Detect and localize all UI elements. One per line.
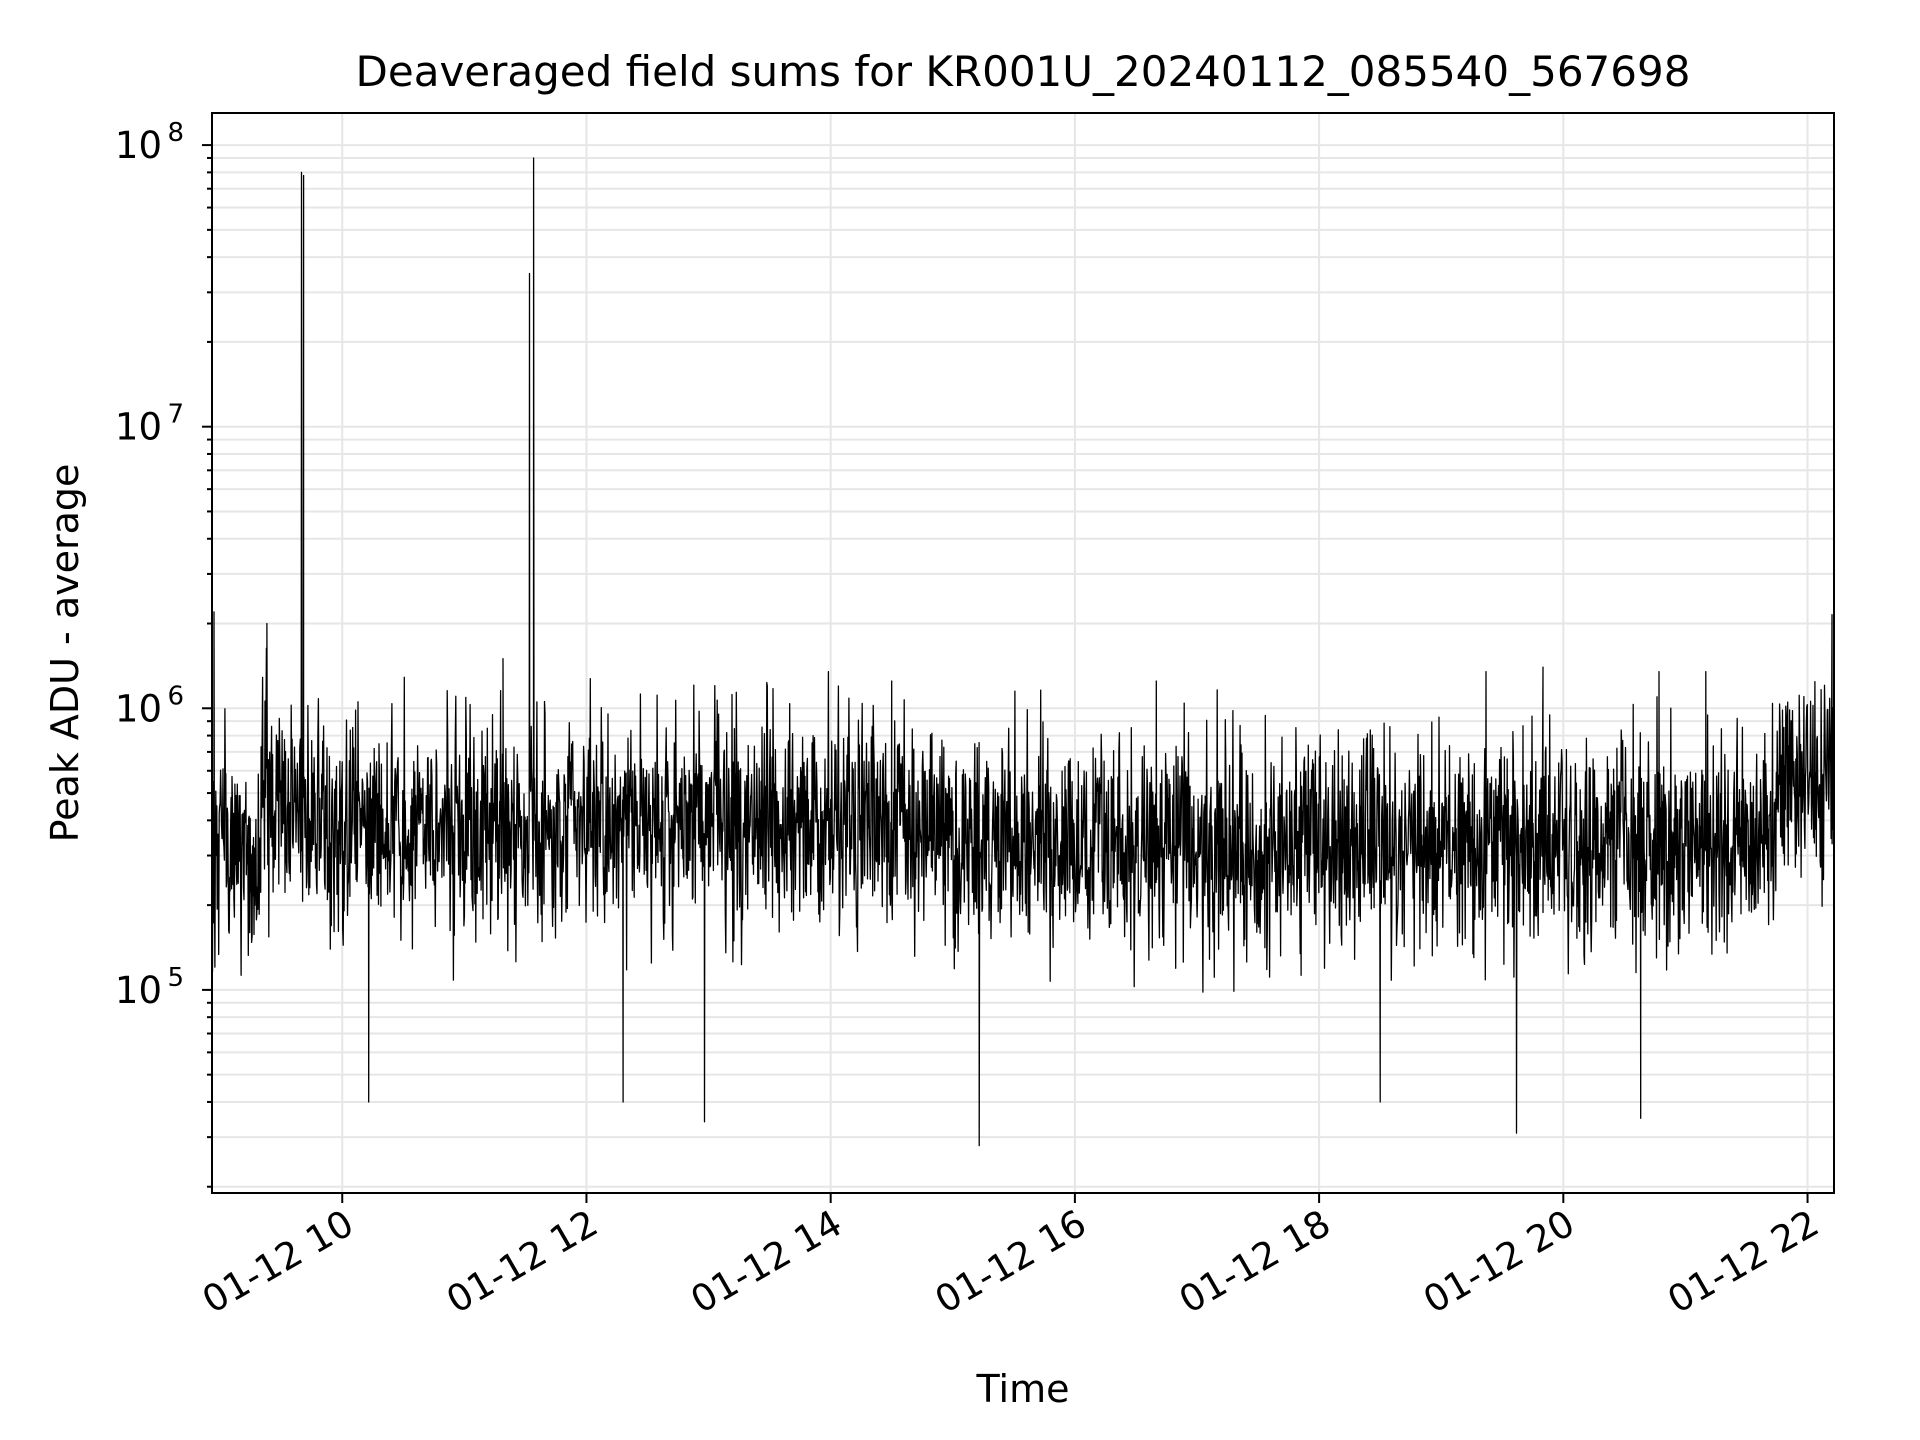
- y-tick-label: 10: [115, 687, 162, 730]
- y-tick-label: 10: [115, 969, 162, 1012]
- y-tick-base: 10: [115, 687, 162, 730]
- chart-title: Deaveraged field sums for KR001U_2024011…: [356, 47, 1691, 96]
- x-tick-label: 01-12 14: [684, 1202, 850, 1322]
- plot-frame: [211, 112, 1835, 1194]
- y-tick-base: 10: [115, 406, 162, 449]
- series-line-group: [211, 157, 1835, 1147]
- grid: [212, 113, 1834, 1193]
- x-tick-label: 01-12 22: [1660, 1202, 1826, 1322]
- y-tick-exponent: 5: [167, 963, 184, 993]
- y-tick-exponent: 7: [167, 400, 184, 430]
- y-tick-exponent: 8: [167, 118, 184, 148]
- y-tick-label: 10: [115, 406, 162, 449]
- x-tick-label: 01-12 20: [1416, 1202, 1582, 1322]
- x-tick-label: 01-12 12: [439, 1202, 605, 1322]
- series-line: [211, 157, 1835, 1147]
- x-tick-label: 01-12 16: [928, 1202, 1094, 1322]
- x-axis-label: Time: [976, 1367, 1070, 1411]
- y-tick-base: 10: [115, 969, 162, 1012]
- y-tick-label: 10: [115, 124, 162, 167]
- x-tick-label: 01-12 18: [1172, 1202, 1338, 1322]
- x-tick-label: 01-12 10: [195, 1202, 361, 1322]
- y-tick-base: 10: [115, 124, 162, 167]
- y-tick-exponent: 6: [167, 681, 184, 711]
- y-axis-label: Peak ADU - average: [43, 464, 87, 843]
